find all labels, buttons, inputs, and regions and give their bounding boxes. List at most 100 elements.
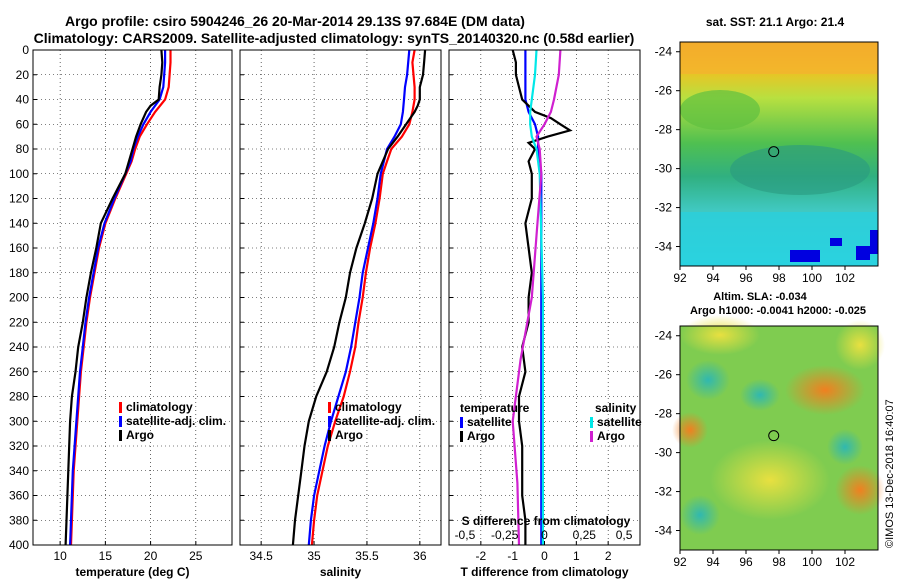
lat-tick-label: -24 (655, 329, 673, 343)
sst-map (679, 41, 879, 267)
sst-warm-band (680, 42, 878, 74)
y-tick-label: 200 (9, 291, 29, 305)
series-line-temperature-argo (511, 49, 573, 545)
lat-tick-label: -26 (655, 368, 673, 382)
secondary-x-tick-label: 0,5 (616, 528, 633, 542)
sst-green-patch (680, 90, 760, 130)
legend-swatch (328, 430, 331, 441)
axes-frame (239, 49, 442, 546)
x-tick-label: 2 (605, 549, 612, 563)
x-tick-label: 10 (53, 549, 67, 563)
y-tick-label: 80 (16, 142, 30, 156)
legend-title-temperature: temperature (460, 401, 530, 415)
lon-tick-label: 98 (772, 271, 786, 285)
lon-tick-label: 100 (802, 555, 822, 569)
imos-stamp: ©IMOS 13-Dec-2018 16:40:07 (884, 399, 896, 548)
x-tick-label: 36 (413, 549, 427, 563)
lon-tick-label: 100 (802, 271, 822, 285)
sst-cyan-region (680, 212, 878, 266)
x-axis-label-secondary: S difference from climatology (462, 514, 631, 528)
secondary-x-tick-label: 0,25 (573, 528, 597, 542)
x-axis-label: temperature (deg C) (75, 565, 189, 579)
sla-yellow-blob (680, 315, 760, 355)
argo-location-marker-sla (768, 430, 780, 442)
lat-tick-label: -24 (655, 45, 673, 59)
x-tick-label: 0 (541, 549, 548, 563)
lat-tick-label: -26 (655, 84, 673, 98)
sst-map-title: sat. SST: 21.1 Argo: 21.4 (706, 15, 845, 29)
sla-map-title-line1: Altim. SLA: -0.034 (713, 291, 807, 303)
y-tick-label: 280 (9, 390, 29, 404)
lon-tick-label: 102 (835, 271, 855, 285)
series-line-argo (64, 49, 164, 546)
lon-tick-label: 92 (673, 555, 687, 569)
lon-tick-label: 92 (673, 271, 687, 285)
secondary-x-tick-label: -0,5 (455, 528, 476, 542)
y-tick-label: 140 (9, 216, 29, 230)
y-tick-label: 40 (16, 93, 30, 107)
x-tick-label: 34.5 (249, 549, 273, 563)
y-tick-label: 20 (16, 68, 30, 82)
lat-tick-label: -30 (655, 162, 673, 176)
sst-blue-pixels (870, 230, 878, 254)
salinity-panel: 34.5 35 35.5 36 salinity climatologysatellite… (239, 49, 442, 579)
legend-swatch (328, 416, 331, 427)
temperature-panel: 0 20 40 60 80 100 120 140 160 180 200 220 240 260 280 3… (9, 43, 233, 579)
legend-label: Argo (467, 429, 495, 443)
legend-label: satellite-adj. clim. (126, 414, 226, 428)
legend-label: satellite (597, 415, 642, 429)
lon-tick-label: 98 (772, 555, 786, 569)
lat-tick-label: -34 (655, 240, 673, 254)
y-tick-label: 340 (9, 464, 29, 478)
legend-swatch (119, 430, 122, 441)
legend-swatch (119, 402, 122, 413)
argo-location-marker-sst (768, 146, 780, 158)
lat-tick-label: -32 (655, 201, 673, 215)
legend-swatch (460, 417, 463, 428)
legend-label: Argo (597, 429, 625, 443)
sst-map-axes: -24 -26 -28 -30 -32 -34 92 94 96 98 100 102 (655, 45, 856, 285)
lon-tick-label: 102 (835, 555, 855, 569)
sla-low-blob (686, 360, 730, 400)
y-tick-label: 180 (9, 266, 29, 280)
lon-tick-label: 96 (739, 271, 753, 285)
y-tick-label: 100 (9, 167, 29, 181)
y-tick-label: 120 (9, 192, 29, 206)
x-axis-label: T difference from climatology (460, 565, 628, 579)
x-tick-label: 20 (144, 549, 158, 563)
y-tick-label: 220 (9, 315, 29, 329)
legend-swatch (590, 431, 593, 442)
y-tick-label: 360 (9, 489, 29, 503)
y-tick-label: 260 (9, 365, 29, 379)
legend-title-salinity: salinity (595, 401, 637, 415)
lat-tick-label: -34 (655, 524, 673, 538)
y-tick-label: 320 (9, 439, 29, 453)
legend-swatch (119, 416, 122, 427)
lon-tick-label: 96 (739, 555, 753, 569)
y-tick-label: 300 (9, 414, 29, 428)
legend-swatch (590, 417, 593, 428)
figure-title-line2: Climatology: CARS2009. Satellite-adjuste… (34, 30, 635, 46)
series-line-satellite-adj-clim- (307, 49, 411, 546)
lat-tick-label: -28 (655, 407, 673, 421)
sla-orange-blob (835, 465, 885, 515)
lat-tick-label: -32 (655, 485, 673, 499)
legend-label: climatology (335, 400, 402, 414)
sla-map-axes: -24 -26 -28 -30 -32 -34 92 94 96 98 100 102 (655, 329, 856, 569)
x-tick-label: 35.5 (355, 549, 379, 563)
lon-tick-label: 94 (706, 555, 720, 569)
lon-tick-label: 94 (706, 271, 720, 285)
secondary-x-tick-label: 0 (541, 528, 548, 542)
sla-yellow-blob (710, 440, 830, 520)
sla-low-blob (740, 379, 780, 411)
x-tick-label: 25 (189, 549, 203, 563)
series-line-satellite-adj-clim- (69, 50, 167, 546)
x-tick-label: 35 (307, 549, 321, 563)
sla-yellow-blob (835, 320, 885, 370)
legend-label: Argo (335, 428, 363, 442)
legend-label: Argo (126, 428, 154, 442)
sla-low-blob (827, 429, 863, 465)
series-line-salinity-satellite (529, 49, 545, 545)
secondary-x-tick-label: -0,25 (491, 528, 519, 542)
difference-panel: -2 -1 0 1 2 T difference from climatology temp… (448, 49, 642, 579)
